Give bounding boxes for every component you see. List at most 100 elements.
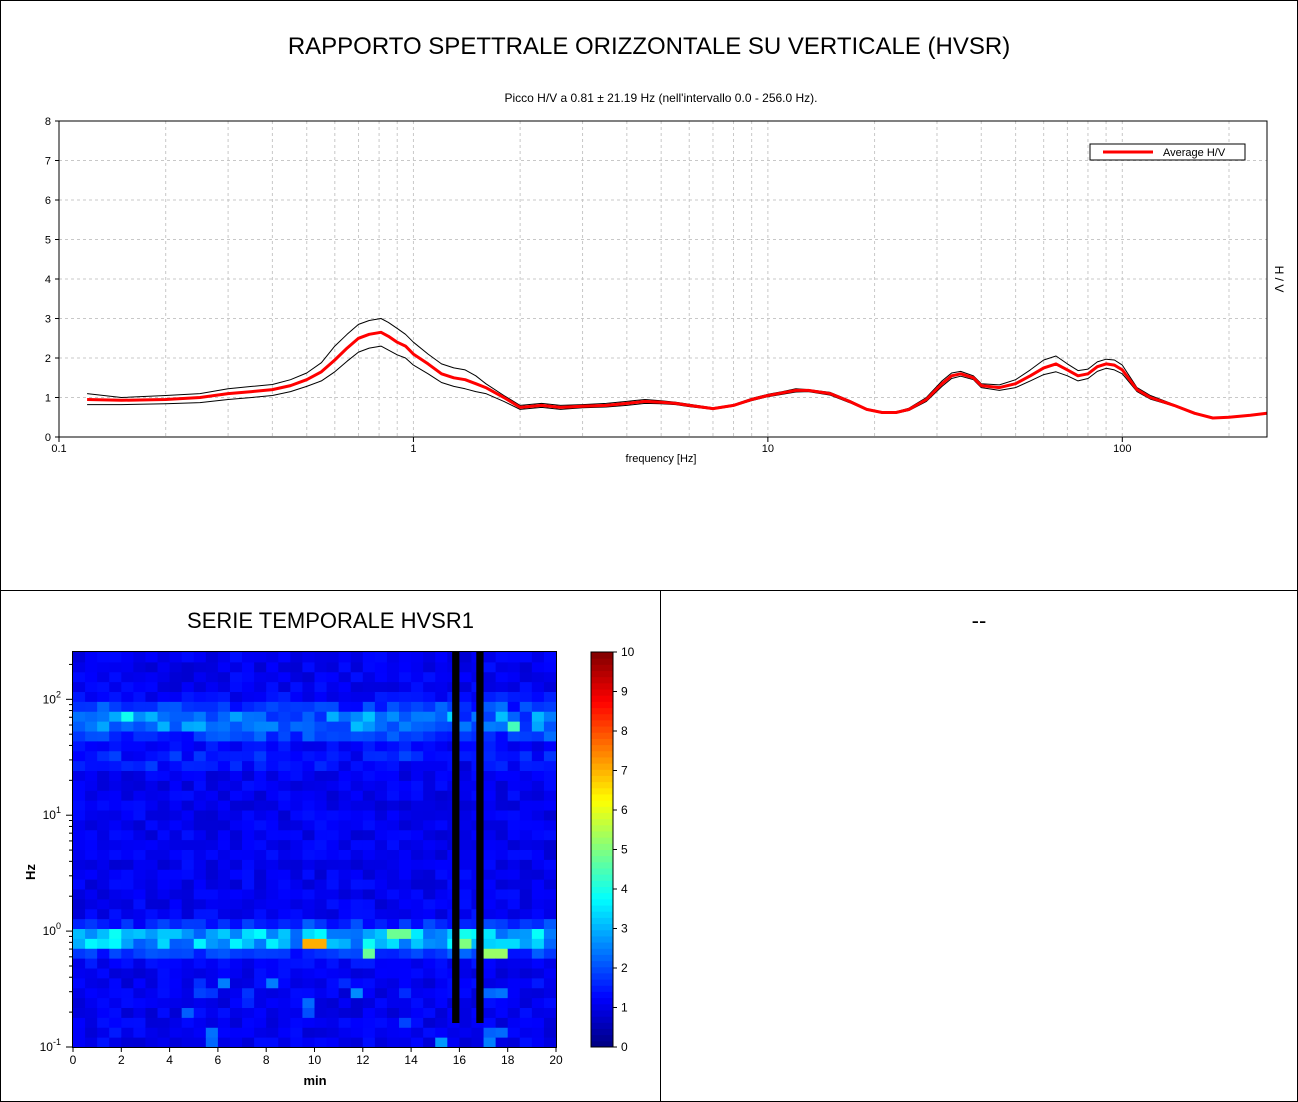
heatmap-cell (205, 671, 219, 683)
heatmap-cell (483, 908, 497, 920)
heatmap-cell (435, 740, 448, 752)
heatmap-cell (181, 711, 195, 722)
heatmap-cell (205, 829, 219, 841)
heatmap-cell (519, 908, 533, 920)
heatmap-cell (459, 958, 472, 969)
y-tick-label: 8 (45, 116, 51, 128)
heatmap-cell (181, 760, 195, 772)
heatmap-cell (278, 938, 291, 949)
heatmap-cell (145, 908, 159, 920)
colorbar-segment (591, 787, 613, 795)
heatmap-cell (205, 918, 219, 930)
heatmap-cell (121, 1027, 134, 1038)
heatmap-cell (145, 652, 159, 663)
heatmap-cell (73, 740, 86, 752)
heatmap-cell (386, 1007, 400, 1018)
heatmap-cell (73, 948, 86, 959)
heatmap-cell (145, 938, 159, 949)
y-tick-label: 4 (45, 274, 51, 286)
heatmap-cell (145, 1037, 159, 1048)
colorbar-tick-label: 2 (621, 961, 628, 975)
heatmap-cell (519, 889, 533, 900)
heatmap-cell (181, 671, 195, 683)
heatmap-cell (266, 1007, 279, 1018)
heatmap-cell (507, 661, 521, 673)
heatmap-cell (326, 681, 340, 693)
heatmap-cell (338, 721, 352, 732)
colorbar-segment (591, 972, 613, 980)
heatmap-cell (543, 968, 557, 979)
heatmap-cell (543, 879, 557, 890)
heatmap-cell (302, 849, 315, 860)
heatmap-cell (242, 849, 255, 860)
heatmap-cell (73, 819, 86, 831)
heatmap-cell (205, 997, 219, 1009)
heatmap-cell (543, 1037, 557, 1048)
heatmap-cell (302, 701, 315, 712)
heatmap-cell (73, 721, 86, 732)
heatmap-cell (459, 790, 472, 801)
colorbar-segment (591, 726, 613, 733)
colorbar-segment (591, 874, 613, 881)
heatmap-cell (290, 770, 303, 781)
heatmap-cell (507, 889, 521, 900)
heatmap-cell (435, 829, 448, 841)
heatmap-cell (169, 731, 183, 742)
heatmap-cell (97, 948, 110, 959)
heatmap-cell (531, 908, 545, 920)
heatmap-cell (459, 1027, 472, 1038)
heatmap-cell (507, 928, 521, 939)
heatmap-cell (314, 977, 328, 989)
heatmap-cell (302, 819, 315, 831)
heatmap-cell (97, 829, 110, 841)
heatmap-cell (73, 898, 86, 910)
heatmap-cell (205, 849, 219, 860)
heatmap-cell (423, 879, 436, 890)
heatmap-cell (483, 859, 497, 870)
heatmap-cell (374, 661, 388, 673)
heatmap-cell (205, 652, 219, 663)
heatmap-cell (133, 918, 146, 930)
heatmap-cell (278, 928, 291, 939)
heatmap-cell (483, 1007, 497, 1018)
heatmap-cell (73, 859, 86, 870)
heatmap-cell (97, 760, 110, 772)
heatmap-cell (278, 997, 291, 1009)
heatmap-cell (338, 681, 352, 693)
heatmap-cell (459, 740, 472, 752)
heatmap-cell (326, 819, 340, 831)
heatmap-cell (302, 889, 315, 900)
colorbar-segment (591, 849, 613, 857)
heatmap-cell (543, 918, 557, 930)
heatmap-cell (242, 731, 255, 742)
heatmap-cell (302, 1007, 315, 1018)
heatmap-y-tick-label: 100 (43, 921, 61, 938)
heatmap-cell (169, 681, 183, 693)
heatmap-cell (145, 1027, 159, 1038)
heatmap-cell (181, 997, 195, 1009)
heatmap-cell (531, 800, 545, 811)
heatmap-cell (181, 731, 195, 742)
colorbar-segment (591, 676, 613, 684)
heatmap-cell (399, 898, 412, 910)
heatmap-cell (435, 819, 448, 831)
heatmap-cell (338, 1027, 352, 1038)
heatmap-cell (97, 780, 110, 791)
heatmap-cell (423, 731, 436, 742)
heatmap-cell (229, 760, 243, 772)
heatmap-cell (362, 869, 376, 880)
heatmap-cell (495, 652, 509, 663)
heatmap-cell (205, 780, 219, 791)
heatmap-cell (483, 928, 497, 939)
heatmap-cell (157, 1017, 171, 1028)
heatmap-cell (109, 849, 122, 860)
heatmap-cell (217, 661, 231, 673)
heatmap-cell (205, 1027, 219, 1038)
heatmap-cell (350, 1037, 364, 1048)
heatmap-cell (435, 671, 448, 683)
heatmap-cell (302, 977, 315, 989)
heatmap-cell (423, 770, 436, 781)
heatmap-cell (519, 701, 533, 712)
heatmap-cell (338, 711, 352, 722)
heatmap-cell (483, 948, 497, 959)
